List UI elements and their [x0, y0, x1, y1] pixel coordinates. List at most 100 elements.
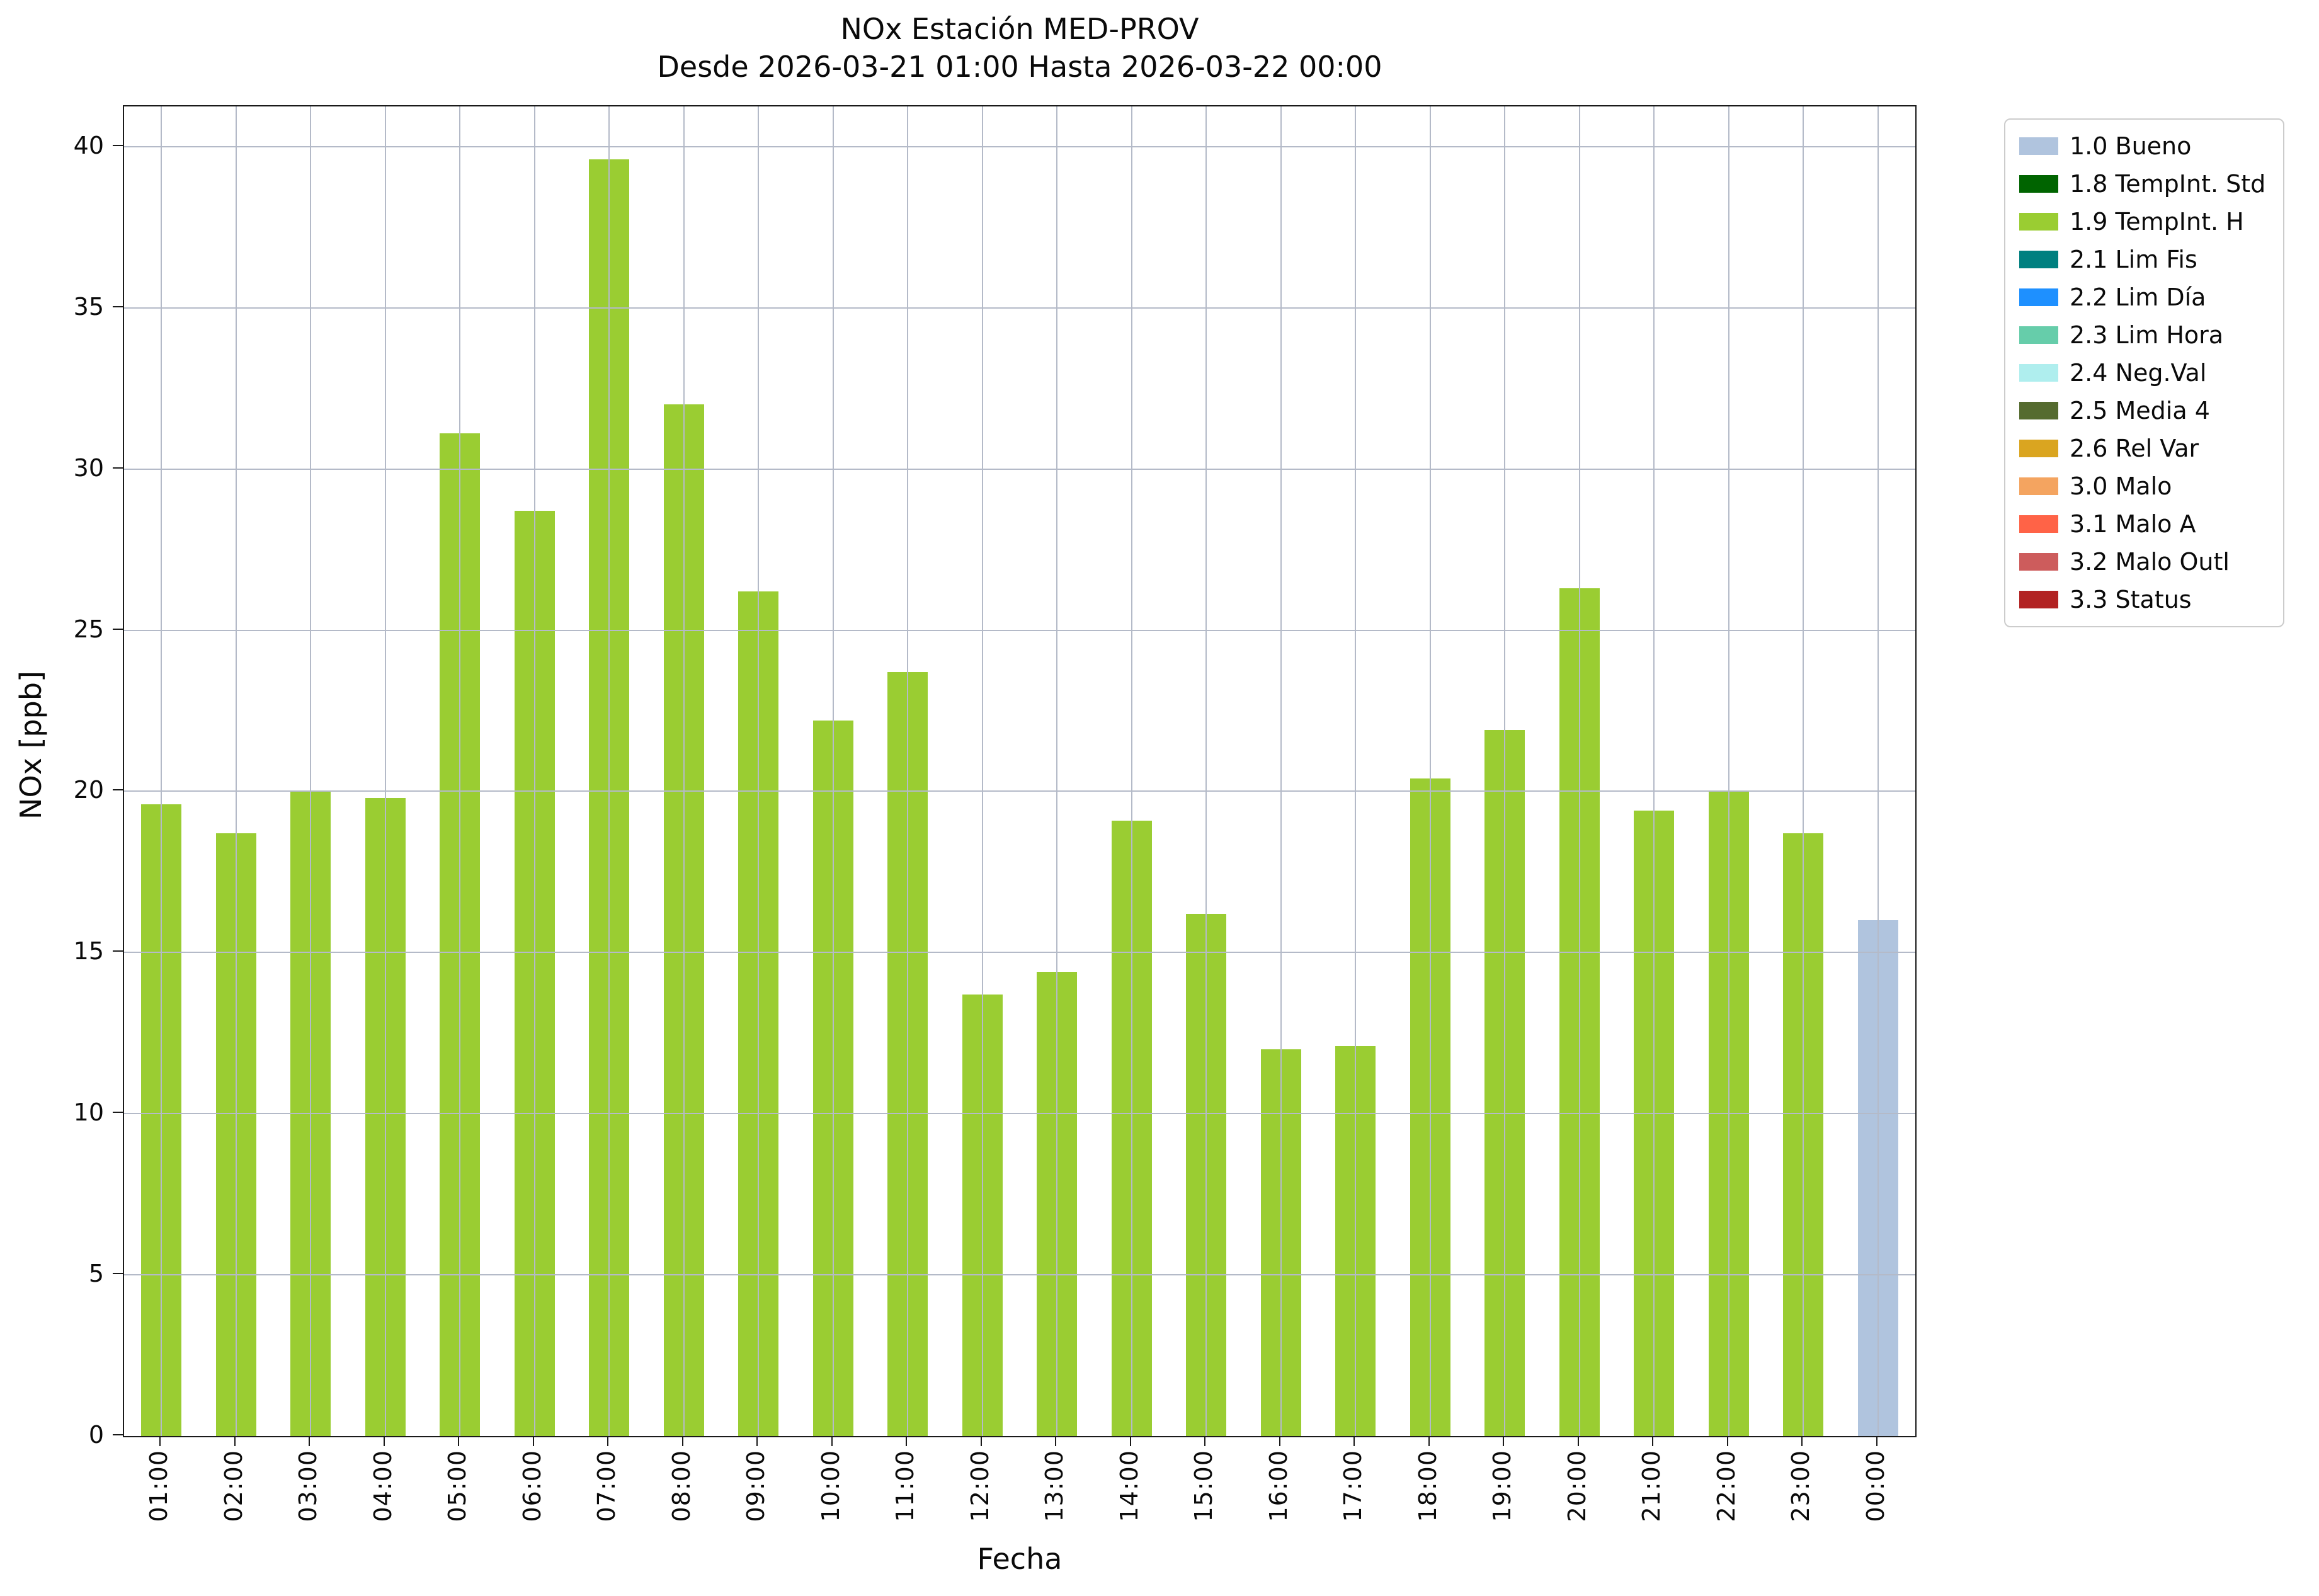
x-tick-label: 11:00: [891, 1450, 920, 1522]
gridline-vertical: [608, 106, 610, 1436]
gridline-vertical: [1578, 106, 1580, 1436]
legend-swatch: [2019, 553, 2058, 571]
y-tick-mark: [113, 144, 123, 146]
y-tick-label: 20: [73, 776, 104, 804]
gridline-vertical: [310, 106, 312, 1436]
x-tick-mark: [1503, 1436, 1505, 1446]
y-tick-mark: [113, 1112, 123, 1114]
x-tick-mark: [756, 1436, 758, 1446]
x-tick-mark: [1726, 1436, 1728, 1446]
gridline-vertical: [907, 106, 909, 1436]
x-tick-label: 19:00: [1488, 1450, 1517, 1522]
legend-label: 1.8 TempInt. Std: [2070, 170, 2266, 198]
gridline-vertical: [235, 106, 237, 1436]
legend-label: 2.5 Media 4: [2070, 397, 2210, 425]
gridline-horizontal: [124, 790, 1915, 792]
chart-title: NOx Estación MED-PROV: [840, 12, 1199, 46]
x-tick-label: 12:00: [966, 1450, 994, 1522]
x-tick-label: 15:00: [1190, 1450, 1218, 1522]
gridline-horizontal: [124, 952, 1915, 954]
legend-swatch: [2019, 402, 2058, 419]
y-tick-label: 15: [73, 937, 104, 966]
x-tick-mark: [383, 1436, 385, 1446]
x-tick-mark: [532, 1436, 534, 1446]
x-axis-label: Fecha: [977, 1542, 1063, 1576]
legend-item: 1.9 TempInt. H: [2019, 208, 2265, 236]
legend-label: 2.2 Lim Día: [2070, 283, 2206, 311]
gridline-vertical: [1056, 106, 1058, 1436]
legend-swatch: [2019, 326, 2058, 344]
x-tick-mark: [906, 1436, 908, 1446]
gridline-horizontal: [124, 307, 1915, 309]
legend-swatch: [2019, 477, 2058, 495]
x-tick-mark: [1801, 1436, 1803, 1446]
x-tick-label: 14:00: [1115, 1450, 1143, 1522]
legend-label: 3.1 Malo A: [2070, 510, 2196, 538]
legend-item: 2.1 Lim Fis: [2019, 246, 2265, 273]
x-tick-label: 02:00: [219, 1450, 248, 1522]
x-tick-mark: [458, 1436, 460, 1446]
legend-label: 2.1 Lim Fis: [2070, 246, 2197, 273]
y-tick-label: 0: [88, 1421, 104, 1449]
x-tick-mark: [234, 1436, 236, 1446]
x-tick-label: 20:00: [1563, 1450, 1591, 1522]
x-tick-label: 03:00: [294, 1450, 322, 1522]
y-tick-mark: [113, 628, 123, 630]
x-tick-label: 06:00: [518, 1450, 546, 1522]
x-tick-mark: [1876, 1436, 1877, 1446]
gridline-vertical: [1131, 106, 1132, 1436]
gridline-vertical: [683, 106, 685, 1436]
legend-label: 3.2 Malo Outl: [2070, 548, 2230, 576]
gridline-vertical: [1429, 106, 1431, 1436]
gridline-vertical: [1653, 106, 1655, 1436]
legend-label: 2.6 Rel Var: [2070, 435, 2199, 462]
legend-item: 3.3 Status: [2019, 586, 2265, 613]
legend-item: 1.8 TempInt. Std: [2019, 170, 2265, 198]
y-tick-mark: [113, 950, 123, 952]
x-tick-mark: [1577, 1436, 1579, 1446]
gridline-horizontal: [124, 1113, 1915, 1115]
x-tick-mark: [1055, 1436, 1057, 1446]
x-tick-label: 09:00: [742, 1450, 770, 1522]
plot-area: [123, 105, 1917, 1437]
y-tick-label: 25: [73, 615, 104, 643]
x-tick-label: 10:00: [816, 1450, 845, 1522]
gridline-horizontal: [124, 145, 1915, 147]
gridline-vertical: [758, 106, 760, 1436]
gridline-vertical: [1280, 106, 1282, 1436]
legend-item: 3.0 Malo: [2019, 472, 2265, 500]
gridline-vertical: [161, 106, 162, 1436]
gridline-vertical: [1504, 106, 1506, 1436]
legend-item: 3.1 Malo A: [2019, 510, 2265, 538]
x-tick-mark: [1129, 1436, 1131, 1446]
x-tick-label: 22:00: [1712, 1450, 1740, 1522]
legend-label: 3.3 Status: [2070, 586, 2192, 613]
x-tick-label: 23:00: [1787, 1450, 1815, 1522]
legend-label: 2.4 Neg.Val: [2070, 359, 2207, 387]
x-tick-mark: [309, 1436, 311, 1446]
gridline-horizontal: [124, 468, 1915, 470]
gridline-vertical: [459, 106, 461, 1436]
y-tick-label: 5: [88, 1260, 104, 1288]
legend-label: 1.0 Bueno: [2070, 132, 2192, 160]
x-tick-mark: [681, 1436, 683, 1446]
legend-swatch: [2019, 440, 2058, 457]
legend-item: 2.3 Lim Hora: [2019, 321, 2265, 349]
legend: 1.0 Bueno 1.8 TempInt. Std 1.9 TempInt. H 2…: [2004, 118, 2285, 627]
gridline-vertical: [1803, 106, 1804, 1436]
y-tick-mark: [113, 467, 123, 469]
x-tick-label: 00:00: [1861, 1450, 1889, 1522]
x-tick-mark: [1652, 1436, 1654, 1446]
legend-swatch: [2019, 515, 2058, 533]
x-tick-mark: [1279, 1436, 1280, 1446]
x-tick-label: 08:00: [667, 1450, 695, 1522]
legend-label: 2.3 Lim Hora: [2070, 321, 2224, 349]
gridline-vertical: [1728, 106, 1729, 1436]
x-tick-label: 21:00: [1638, 1450, 1666, 1522]
legend-swatch: [2019, 213, 2058, 231]
gridline-horizontal: [124, 629, 1915, 631]
legend-item: 1.0 Bueno: [2019, 132, 2265, 160]
legend-swatch: [2019, 288, 2058, 306]
x-tick-label: 01:00: [145, 1450, 173, 1522]
